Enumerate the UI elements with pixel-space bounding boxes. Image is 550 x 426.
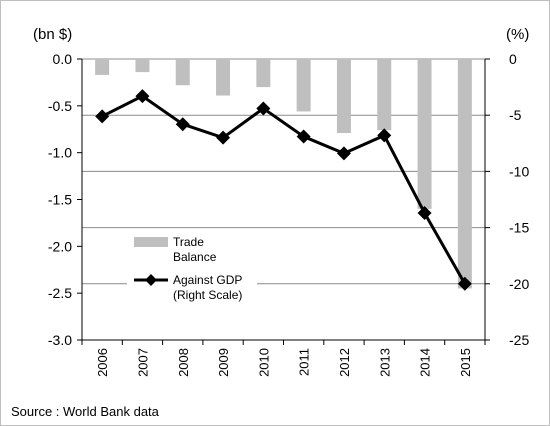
trade-balance-bar bbox=[95, 59, 110, 75]
gdp-ratio-point bbox=[296, 129, 311, 144]
right-axis-unit-label: (%) bbox=[506, 26, 529, 43]
right-axis-tick-label: -5 bbox=[509, 107, 522, 123]
left-axis-tick-label: -0.5 bbox=[48, 98, 72, 114]
trade-balance-bar bbox=[457, 59, 472, 289]
left-axis-tick-label: -1.5 bbox=[48, 192, 72, 208]
x-axis-tick-label: 2007 bbox=[135, 348, 150, 377]
gdp-ratio-point bbox=[95, 109, 110, 124]
x-axis-tick-label: 2013 bbox=[377, 348, 392, 377]
x-axis-tick-label: 2015 bbox=[458, 348, 473, 377]
trade-balance-bars bbox=[95, 59, 472, 289]
trade-balance-bar bbox=[296, 59, 311, 112]
legend-label: Against GDP bbox=[173, 273, 242, 287]
trade-balance-bar bbox=[256, 59, 271, 88]
legend-label: (Right Scale) bbox=[173, 288, 242, 302]
trade-balance-bar bbox=[336, 59, 351, 133]
gdp-ratio-point bbox=[457, 276, 472, 291]
left-axis-tick-label: 0.0 bbox=[53, 51, 73, 67]
left-axis-tick-label: -1.0 bbox=[48, 145, 72, 161]
gdp-ratio-line-series bbox=[95, 89, 472, 291]
axes bbox=[77, 58, 490, 345]
gdp-ratio-point bbox=[216, 130, 231, 145]
x-axis-tick-label: 2006 bbox=[95, 348, 110, 377]
x-axis-tick-label: 2012 bbox=[337, 348, 352, 377]
gdp-ratio-point bbox=[377, 128, 392, 143]
x-axis-tick-label: 2011 bbox=[297, 348, 312, 376]
x-axis-tick-label: 2008 bbox=[176, 348, 191, 377]
left-axis-unit-label: (bn $) bbox=[33, 26, 72, 43]
trade-balance-bar bbox=[377, 59, 392, 131]
trade-balance-bar bbox=[417, 59, 432, 209]
right-axis-tick-label: -20 bbox=[509, 276, 529, 292]
right-axis-tick-label: -15 bbox=[509, 220, 529, 236]
trade-balance-bar bbox=[135, 59, 150, 73]
left-axis-tick-label: -3.0 bbox=[48, 332, 72, 348]
x-axis-tick-label: 2009 bbox=[216, 348, 231, 377]
right-axis-tick-label: -10 bbox=[509, 163, 529, 179]
gdp-ratio-point bbox=[256, 101, 271, 116]
source-note: Source : World Bank data bbox=[11, 404, 160, 419]
gdp-ratio-point bbox=[175, 117, 190, 132]
gdp-ratio-line bbox=[101, 94, 467, 285]
x-axis-tick-label: 2010 bbox=[256, 348, 271, 377]
legend-label: Trade bbox=[173, 235, 204, 249]
left-axis-tick-label: -2.5 bbox=[48, 285, 72, 301]
gdp-ratio-point bbox=[336, 146, 351, 161]
legend-swatch-gdp-marker bbox=[145, 274, 157, 286]
trade-balance-bar bbox=[175, 59, 190, 86]
tick-labels: 0.0 -0.5 -1.0 -1.5 -2.0 -2.5 -3.0 0 -5 -10 -15 -20 -… bbox=[48, 51, 530, 377]
legend-swatch-trade-balance bbox=[134, 237, 168, 247]
right-axis-tick-label: 0 bbox=[509, 51, 517, 67]
legend-label: Balance bbox=[173, 250, 217, 264]
gdp-ratio-point bbox=[135, 89, 150, 104]
x-axis-tick-label: 2014 bbox=[418, 348, 433, 377]
right-axis-tick-label: -25 bbox=[509, 332, 529, 348]
trade-balance-bar bbox=[216, 59, 231, 96]
gdp-ratio-point bbox=[417, 205, 432, 220]
left-axis-tick-label: -2.0 bbox=[48, 238, 72, 254]
